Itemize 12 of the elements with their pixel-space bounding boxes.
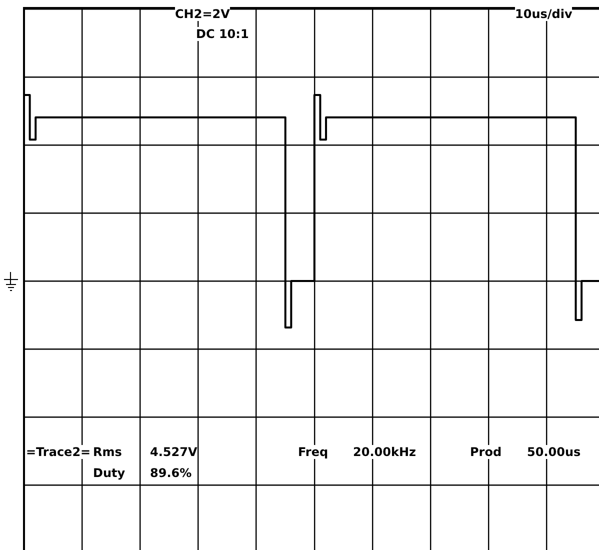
text: CH2=2V xyxy=(175,7,230,21)
text: =Trace2= xyxy=(26,445,91,459)
text: Freq xyxy=(298,445,328,459)
text: 20.00kHz xyxy=(353,445,416,459)
text: DC 10:1 xyxy=(196,27,249,41)
text: Rms xyxy=(93,445,122,459)
text: Prod xyxy=(470,445,502,459)
text: 4.527V xyxy=(150,445,198,459)
text: 50.00us xyxy=(527,445,581,459)
text: Duty xyxy=(93,466,126,480)
text: 10us/div xyxy=(515,7,572,21)
text: 89.6% xyxy=(150,466,192,480)
